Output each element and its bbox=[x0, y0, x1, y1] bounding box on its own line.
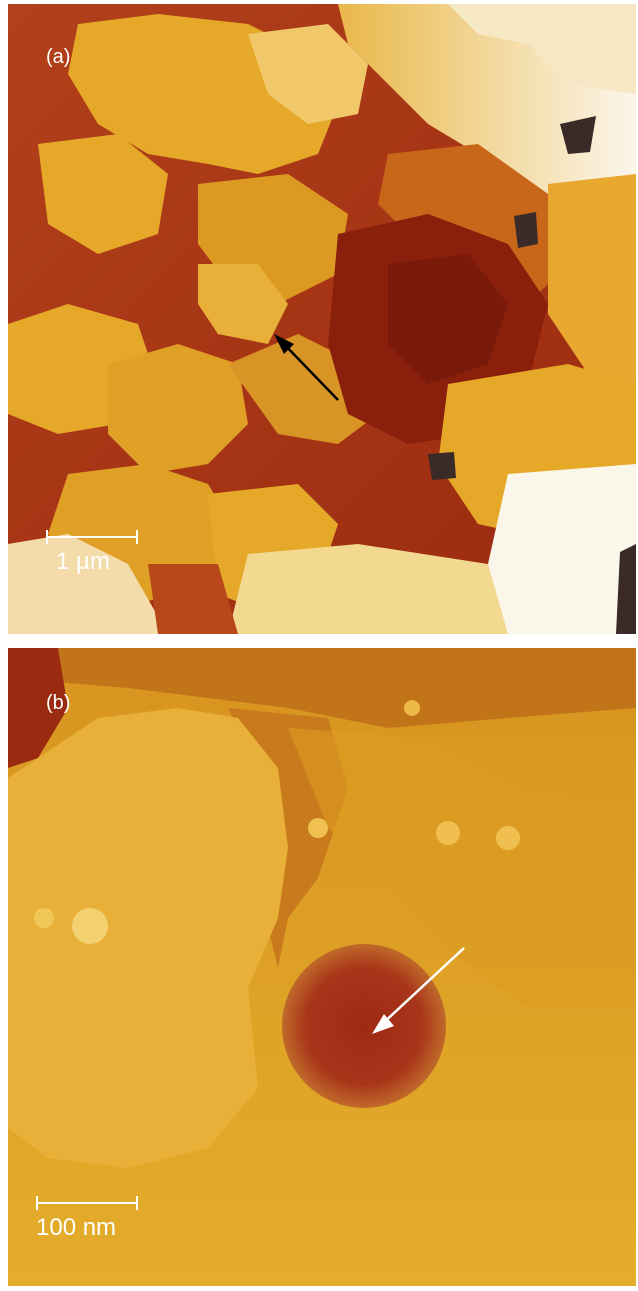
scale-bar-line-b bbox=[36, 1196, 138, 1210]
panel-label-b: (b) bbox=[46, 692, 71, 714]
scale-bar-b: 100 nm bbox=[36, 1196, 138, 1242]
terrace-topography-a bbox=[8, 4, 636, 634]
panel-label-a: (a) bbox=[46, 46, 71, 68]
pit-feature-b bbox=[282, 944, 446, 1108]
scale-bar-label-a: 1 µm bbox=[56, 548, 110, 575]
arrow-head-a bbox=[274, 334, 294, 354]
scale-bar-label-b: 100 nm bbox=[36, 1214, 117, 1241]
afm-image-panel-a: (a) 1 µm bbox=[8, 4, 636, 634]
afm-image-panel-b: (b) 100 nm bbox=[8, 648, 636, 1286]
terrace-topography-b bbox=[8, 648, 636, 1286]
scale-bar-a: 1 µm bbox=[46, 530, 138, 576]
arrow-line-b bbox=[379, 947, 465, 1027]
scale-bar-line-a bbox=[46, 530, 138, 544]
arrow-head-b bbox=[372, 1014, 394, 1034]
arrow-line-a bbox=[281, 341, 339, 401]
